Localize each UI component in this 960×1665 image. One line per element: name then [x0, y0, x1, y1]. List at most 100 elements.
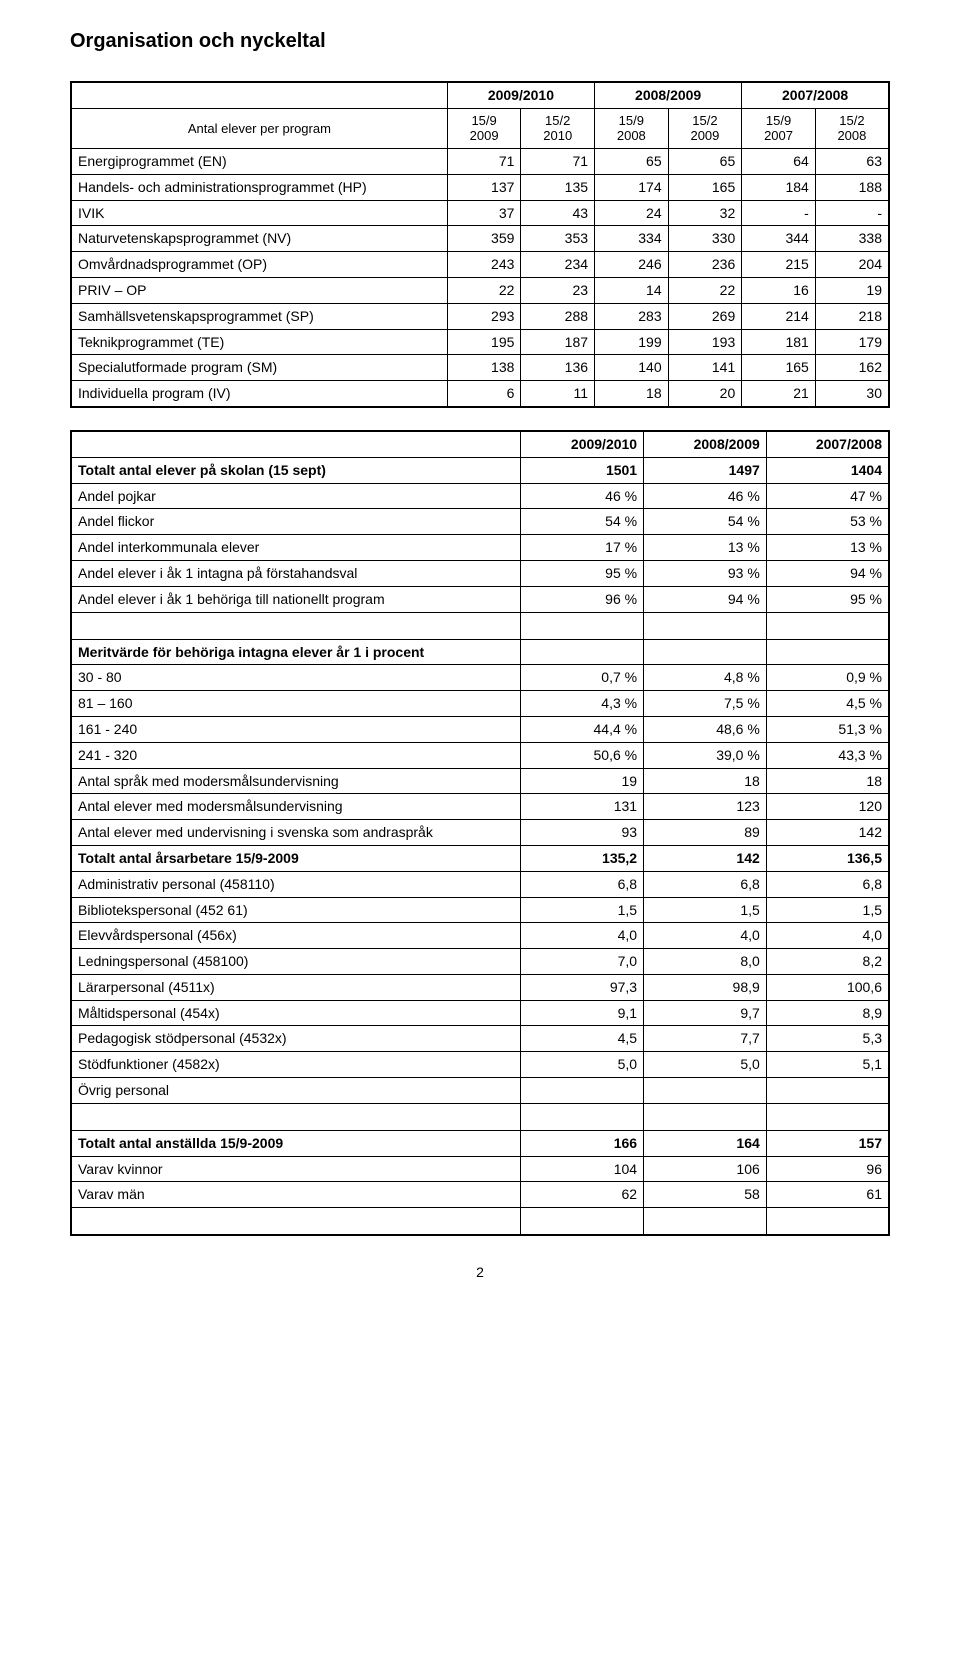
data-cell: 93 % — [644, 560, 767, 586]
data-cell: 51,3 % — [766, 716, 889, 742]
data-cell: 165 — [668, 174, 742, 200]
data-cell: 137 — [447, 174, 521, 200]
data-cell: 136 — [521, 355, 595, 381]
blank-cell — [644, 612, 767, 639]
data-cell: 234 — [521, 252, 595, 278]
row-label: Totalt antal anställda 15/9-2009 — [71, 1130, 521, 1156]
table-row: Måltidspersonal (454x)9,19,78,9 — [71, 1000, 889, 1026]
data-cell: 89 — [644, 820, 767, 846]
row-label: Antal språk med modersmålsundervisning — [71, 768, 521, 794]
table-row: Energiprogrammet (EN)717165656463 — [71, 148, 889, 174]
data-cell: 8,2 — [766, 949, 889, 975]
stats-table: 2009/20102008/20092007/2008Totalt antal … — [70, 430, 890, 1236]
row-label: Antal elever med undervisning i svenska … — [71, 820, 521, 846]
table-corner-blank — [71, 82, 447, 108]
table-row — [71, 1103, 889, 1130]
data-cell: 50,6 % — [521, 742, 644, 768]
page: Organisation och nyckeltal 2009/20102008… — [0, 0, 960, 1320]
table-row: Teknikprogrammet (TE)195187199193181179 — [71, 329, 889, 355]
row-label: 30 - 80 — [71, 665, 521, 691]
data-cell: 5,0 — [644, 1052, 767, 1078]
sub-header-line2: 2008 — [617, 128, 646, 143]
data-cell: 288 — [521, 303, 595, 329]
data-cell: 96 — [766, 1156, 889, 1182]
data-cell — [766, 1078, 889, 1104]
data-cell: 62 — [521, 1182, 644, 1208]
data-cell: 9,7 — [644, 1000, 767, 1026]
row-label: Måltidspersonal (454x) — [71, 1000, 521, 1026]
table-row: Totalt antal årsarbetare 15/9-2009135,21… — [71, 845, 889, 871]
data-cell: 246 — [595, 252, 669, 278]
data-cell: - — [742, 200, 816, 226]
row-label: Teknikprogrammet (TE) — [71, 329, 447, 355]
table-row: Andel elever i åk 1 intagna på förstahan… — [71, 560, 889, 586]
table-row: Antal elever med undervisning i svenska … — [71, 820, 889, 846]
table-row: Varav kvinnor10410696 — [71, 1156, 889, 1182]
blank-row-label — [71, 1103, 521, 1130]
table-row: Andel pojkar46 %46 %47 % — [71, 483, 889, 509]
data-cell: 4,0 — [766, 923, 889, 949]
data-cell: 6 — [447, 381, 521, 407]
data-cell: 21 — [742, 381, 816, 407]
data-cell: 7,0 — [521, 949, 644, 975]
data-cell: 48,6 % — [644, 716, 767, 742]
row-label: Lärarpersonal (4511x) — [71, 974, 521, 1000]
data-cell: 95 % — [766, 586, 889, 612]
data-cell: 166 — [521, 1130, 644, 1156]
data-cell: 30 — [815, 381, 889, 407]
data-cell: 162 — [815, 355, 889, 381]
row-label: Meritvärde för behöriga intagna elever å… — [71, 639, 521, 665]
data-cell: 19 — [521, 768, 644, 794]
table-row: Andel flickor54 %54 %53 % — [71, 509, 889, 535]
row-label: Administrativ personal (458110) — [71, 871, 521, 897]
data-cell: 43 — [521, 200, 595, 226]
table-row: Bibliotekspersonal (452 61)1,51,51,5 — [71, 897, 889, 923]
data-cell: 181 — [742, 329, 816, 355]
data-cell: 334 — [595, 226, 669, 252]
data-cell: 1,5 — [644, 897, 767, 923]
data-cell: 23 — [521, 277, 595, 303]
blank-row-label — [71, 1208, 521, 1236]
sub-header-line2: 2010 — [543, 128, 572, 143]
year-group-header: 2008/2009 — [595, 82, 742, 108]
data-cell: 64 — [742, 148, 816, 174]
data-cell: 54 % — [521, 509, 644, 535]
sub-header-line2: 2009 — [690, 128, 719, 143]
blank-cell — [644, 1103, 767, 1130]
table-row: IVIK37432432-- — [71, 200, 889, 226]
data-cell — [644, 639, 767, 665]
sub-header-line2: 2009 — [470, 128, 499, 143]
table-row: Naturvetenskapsprogrammet (NV)3593533343… — [71, 226, 889, 252]
table-row: Lärarpersonal (4511x)97,398,9100,6 — [71, 974, 889, 1000]
data-cell: 188 — [815, 174, 889, 200]
table-row: Specialutformade program (SM)13813614014… — [71, 355, 889, 381]
data-cell: 344 — [742, 226, 816, 252]
row-label: 241 - 320 — [71, 742, 521, 768]
blank-cell — [521, 1208, 644, 1236]
data-cell — [521, 639, 644, 665]
data-cell: 53 % — [766, 509, 889, 535]
year-group-header: 2009/2010 — [447, 82, 594, 108]
table-row: Övrig personal — [71, 1078, 889, 1104]
data-cell: 4,5 — [521, 1026, 644, 1052]
data-cell: 98,9 — [644, 974, 767, 1000]
data-cell: 136,5 — [766, 845, 889, 871]
table-row: Ledningspersonal (458100)7,08,08,2 — [71, 949, 889, 975]
data-cell: 16 — [742, 277, 816, 303]
row-label: Totalt antal elever på skolan (15 sept) — [71, 457, 521, 483]
data-cell: 135 — [521, 174, 595, 200]
data-cell: 8,0 — [644, 949, 767, 975]
data-cell: 179 — [815, 329, 889, 355]
data-cell: 123 — [644, 794, 767, 820]
row-label: Omvårdnadsprogrammet (OP) — [71, 252, 447, 278]
data-cell: 58 — [644, 1182, 767, 1208]
row-label: Varav män — [71, 1182, 521, 1208]
data-cell: 63 — [815, 148, 889, 174]
row-label: IVIK — [71, 200, 447, 226]
data-cell: 4,0 — [644, 923, 767, 949]
table-row: Omvårdnadsprogrammet (OP)243234246236215… — [71, 252, 889, 278]
row-label: Samhällsvetenskapsprogrammet (SP) — [71, 303, 447, 329]
row-label: Bibliotekspersonal (452 61) — [71, 897, 521, 923]
data-cell: 1,5 — [521, 897, 644, 923]
data-cell: 6,8 — [521, 871, 644, 897]
